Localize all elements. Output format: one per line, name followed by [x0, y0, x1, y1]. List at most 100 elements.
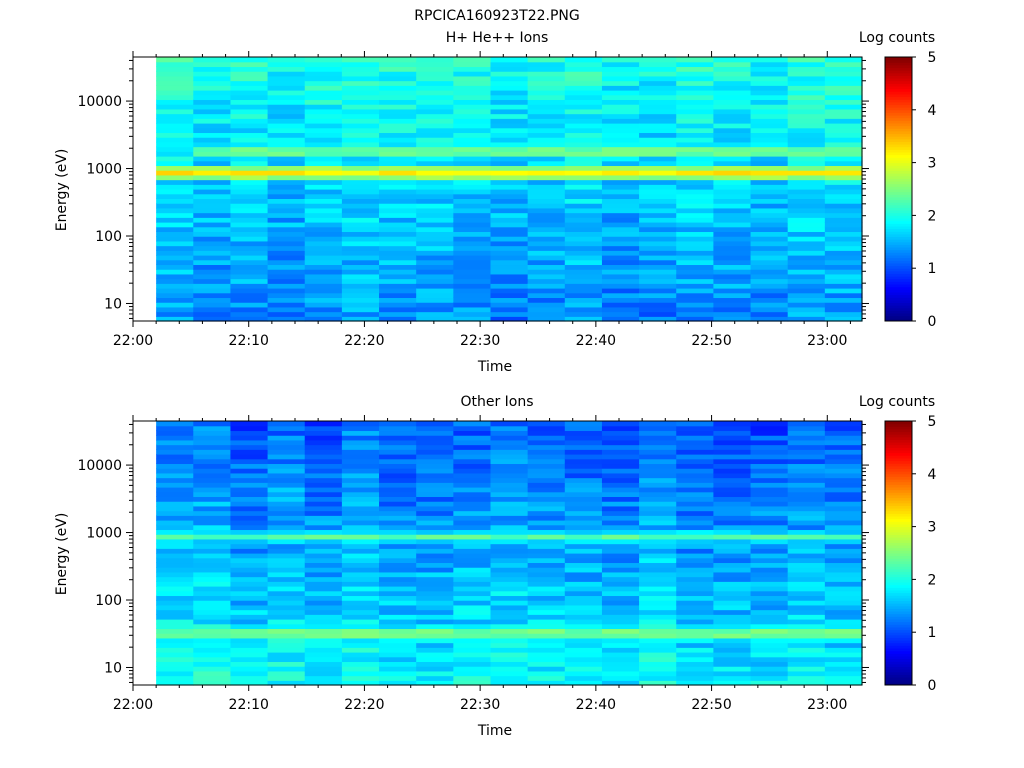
heatmap-cell — [676, 207, 714, 214]
heatmap-cell — [639, 292, 677, 299]
colorbar-segment — [885, 558, 912, 562]
heatmap-cell — [564, 90, 603, 96]
heatmap-cell — [601, 165, 640, 171]
heatmap-cell — [713, 604, 752, 611]
heatmap-cell — [156, 57, 194, 63]
heatmap-cell — [341, 543, 380, 549]
heatmap-cell — [453, 562, 492, 568]
heatmap-cell — [824, 306, 863, 313]
heatmap-cell — [639, 123, 677, 129]
heatmap-cell — [230, 311, 269, 317]
heatmap-cell — [787, 207, 826, 214]
heatmap-cell — [527, 316, 566, 322]
colorbar-segment — [885, 149, 912, 153]
colorbar-segment — [885, 563, 912, 567]
heatmap-cell — [713, 184, 752, 190]
heatmap-cell — [267, 534, 306, 540]
heatmap-cell — [341, 259, 380, 266]
heatmap-cell — [564, 198, 603, 204]
heatmap-cell — [824, 609, 863, 615]
heatmap-cell — [156, 193, 194, 200]
heatmap-cell — [416, 430, 454, 436]
heatmap-cell — [453, 127, 492, 134]
heatmap-cell — [156, 661, 194, 667]
heatmap-cell — [416, 165, 454, 171]
colorbar-segment — [885, 500, 912, 504]
heatmap-cell — [564, 311, 603, 317]
heatmap-cell — [379, 595, 417, 601]
heatmap-cell — [267, 661, 306, 667]
colorbar-tick-label: 4 — [928, 103, 937, 119]
heatmap-cell — [750, 217, 789, 223]
heatmap-cell — [564, 193, 603, 200]
heatmap-cell — [564, 127, 603, 134]
heatmap-cell — [341, 520, 380, 526]
heatmap-cell — [379, 510, 417, 516]
heatmap-cell — [527, 571, 566, 578]
heatmap-cell — [416, 571, 454, 578]
heatmap-cell — [490, 491, 529, 498]
colorbar-segment — [885, 621, 912, 625]
heatmap-cell — [713, 118, 752, 124]
heatmap-cell — [230, 245, 269, 251]
heatmap-cell — [156, 496, 194, 502]
heatmap-cell — [304, 586, 343, 592]
heatmap-cell — [564, 85, 603, 91]
heatmap-cell — [527, 66, 566, 72]
heatmap-cell — [193, 628, 232, 634]
heatmap-cell — [341, 623, 380, 630]
heatmap-cell — [490, 184, 529, 190]
heatmap-cell — [787, 226, 826, 233]
heatmap-cell — [639, 99, 677, 105]
heatmap-cell — [527, 652, 566, 658]
heatmap-cell — [379, 90, 417, 96]
colorbar-segment — [885, 592, 912, 596]
heatmap-cell — [379, 642, 417, 648]
heatmap-cell — [304, 444, 343, 450]
heatmap-cell — [639, 614, 677, 620]
heatmap-cell — [490, 198, 529, 204]
heatmap-cell — [601, 198, 640, 204]
heatmap-cell — [193, 259, 232, 266]
colorbar-segment — [885, 521, 912, 525]
heatmap-cell — [230, 203, 269, 209]
heatmap-cell — [156, 501, 194, 507]
colorbar-tick-label: 4 — [928, 467, 937, 483]
heatmap-cell — [824, 576, 863, 582]
heatmap-cell — [713, 240, 752, 247]
heatmap-cell — [639, 231, 677, 237]
heatmap-cell — [453, 269, 492, 275]
colorbar-segment — [885, 582, 912, 586]
heatmap-cell — [527, 487, 566, 493]
heatmap-cell — [156, 510, 194, 516]
heatmap-cell — [527, 477, 566, 483]
heatmap-cell — [601, 496, 640, 502]
heatmap-cell — [787, 609, 826, 615]
heatmap-cell — [416, 236, 454, 242]
heatmap-cell — [416, 113, 454, 119]
heatmap-cell — [341, 156, 380, 162]
heatmap-cell — [787, 127, 826, 134]
x-axis: 22:00 22:10 22:20 22:30 22:40 22:50 23:00 — [113, 51, 851, 349]
heatmap-cell — [824, 292, 863, 299]
heatmap-cell — [713, 137, 752, 143]
heatmap-cell — [230, 165, 269, 171]
colorbar-segment — [885, 626, 912, 631]
heatmap-cell — [230, 212, 269, 218]
heatmap-cell — [379, 491, 417, 498]
heatmap-cell — [230, 146, 269, 152]
heatmap-cell — [379, 637, 417, 644]
heatmap-cell — [490, 614, 529, 620]
heatmap-cell — [713, 661, 752, 667]
heatmap-cell — [676, 245, 714, 251]
colorbar-segment — [885, 86, 912, 90]
heatmap-cell — [453, 292, 492, 299]
heatmap-cell — [824, 472, 863, 479]
heatmap-cell — [416, 609, 454, 615]
heatmap-cell — [230, 288, 269, 294]
heatmap-cell — [304, 637, 343, 644]
colorbar-segment — [885, 516, 912, 520]
heatmap-cell — [193, 113, 232, 119]
heatmap-cell — [713, 226, 752, 233]
heatmap-cell — [676, 99, 714, 105]
